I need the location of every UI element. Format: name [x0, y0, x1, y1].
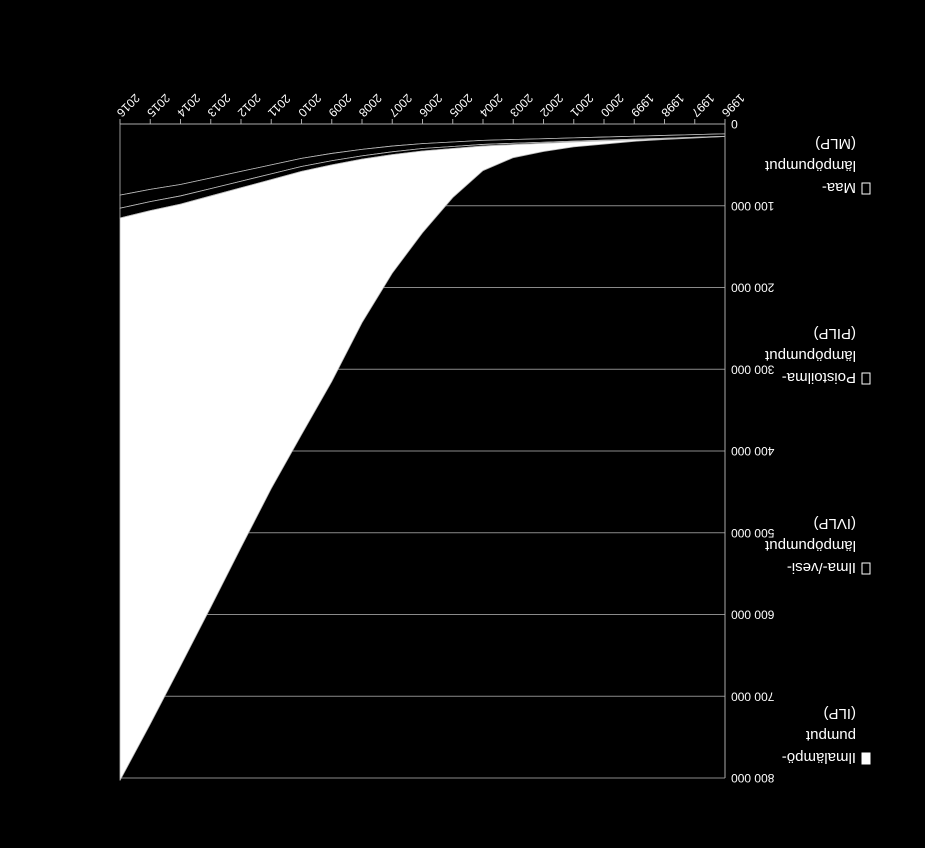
x-tick-label: 2012: [235, 91, 264, 120]
legend-label: pumput: [805, 727, 856, 744]
y-tick-label: 100 000: [731, 199, 775, 213]
legend-label: lämpöpumput: [764, 347, 856, 364]
legend-label: (MLP): [815, 135, 856, 152]
x-tick-label: 2003: [507, 91, 536, 120]
y-tick-label: 200 000: [731, 281, 775, 295]
y-tick-label: 300 000: [731, 362, 775, 376]
y-tick-label: 0: [731, 117, 738, 131]
x-tick-label: 1997: [688, 91, 717, 120]
y-tick-label: 800 000: [731, 771, 775, 785]
y-tick-label: 700 000: [731, 689, 775, 703]
legend-label: Ilmalämpö-: [782, 749, 856, 766]
legend-swatch: [861, 562, 871, 575]
x-tick-label: 2002: [537, 91, 566, 120]
x-tick-label: 2007: [386, 91, 415, 120]
x-tick-label: 1999: [628, 91, 657, 120]
x-tick-label: 2009: [325, 91, 354, 120]
legend-label: Ilma-/vesi-: [787, 559, 856, 576]
legend-label: (IVLP): [813, 515, 856, 532]
legend-swatch: [861, 752, 871, 765]
x-tick-label: 2011: [265, 92, 293, 120]
x-tick-label: 2006: [416, 91, 445, 120]
legend-label: lämpöpumput: [764, 157, 856, 174]
legend-swatch: [861, 182, 871, 195]
x-tick-label: 2010: [295, 91, 324, 120]
y-tick-label: 600 000: [731, 608, 775, 622]
x-tick-label: 2001: [567, 91, 596, 120]
x-tick-label: 2008: [356, 91, 385, 120]
legend-label: (ILP): [823, 705, 856, 722]
x-tick-label: 1998: [658, 91, 687, 120]
area-series-3: [119, 136, 726, 781]
x-tick-label: 2015: [144, 91, 173, 120]
x-tick-label: 2000: [598, 91, 627, 120]
x-tick-label: 2013: [204, 91, 233, 120]
legend-label: Poistoilma-: [782, 369, 856, 386]
x-tick-label: 2004: [477, 91, 506, 120]
legend-swatch: [861, 372, 871, 385]
y-tick-label: 500 000: [731, 526, 775, 540]
x-tick-label: 2016: [114, 91, 143, 120]
plot-group: 0 100 000 200 000 300 000 400 000 500 000 600 …: [114, 91, 871, 785]
y-tick-label: 400 000: [731, 444, 775, 458]
x-tick-label: 1996: [719, 91, 748, 120]
legend-label: (PILP): [813, 325, 856, 342]
legend-label: lämpöpumput: [764, 537, 856, 554]
x-tick-label: 2014: [174, 91, 203, 120]
legend-label: Maa-: [822, 179, 856, 196]
x-tick-label: 2005: [446, 91, 475, 120]
